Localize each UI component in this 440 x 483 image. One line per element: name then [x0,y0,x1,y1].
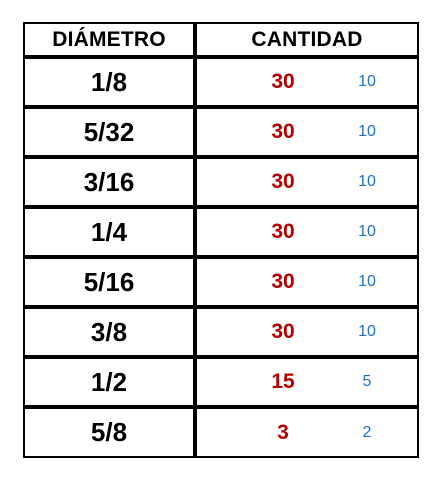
diametro-value: 5/16 [83,266,135,297]
cantidad-cell: 30 10 [197,159,417,205]
table-row: 3/16 30 10 [25,159,417,209]
diametro-value: 5/8 [90,417,128,447]
table-row: 5/8 3 2 [25,409,417,456]
table-row: 3/8 30 10 [25,309,417,359]
cantidad-value: 30 [271,270,295,293]
cantidad-extra-value: 5 [362,373,372,390]
diametro-cell: 5/8 [25,409,197,456]
header-cell-diametro: DIÁMETRO [25,24,197,55]
diametro-value: 3/8 [90,316,128,347]
cantidad-extra-value: 10 [358,73,376,90]
cantidad-value: 30 [271,70,295,93]
table-row: 1/2 15 5 [25,359,417,409]
table-row: 5/32 30 10 [25,109,417,159]
header-diametro: DIÁMETRO [52,27,166,51]
diametro-cell: 1/8 [25,59,197,105]
cantidad-extra-value: 10 [358,223,376,240]
table-row: 5/16 30 10 [25,259,417,309]
cantidad-value: 30 [271,170,295,193]
table-row: 1/4 30 10 [25,209,417,259]
cantidad-extra-value: 10 [358,173,376,190]
diameter-quantity-table: DIÁMETRO CANTIDAD 1/8 30 10 5/32 30 10 3… [23,22,419,458]
header-cell-cantidad: CANTIDAD [197,24,417,55]
diametro-cell: 1/4 [25,209,197,255]
cantidad-extra-value: 10 [358,273,376,290]
cantidad-value: 30 [271,120,295,143]
diametro-value: 1/8 [90,66,128,97]
diametro-value: 1/2 [90,366,128,397]
header-cantidad: CANTIDAD [251,27,363,51]
cantidad-cell: 30 10 [197,59,417,105]
diametro-cell: 1/2 [25,359,197,405]
table-header-row: DIÁMETRO CANTIDAD [25,24,417,59]
diametro-value: 5/32 [83,116,135,147]
diametro-cell: 5/16 [25,259,197,305]
cantidad-value: 15 [271,370,295,393]
cantidad-extra-value: 10 [358,323,376,340]
cantidad-cell: 30 10 [197,259,417,305]
cantidad-cell: 30 10 [197,309,417,355]
cantidad-value: 30 [271,320,295,343]
diametro-value: 3/16 [83,166,135,197]
diametro-cell: 3/8 [25,309,197,355]
cantidad-extra-value: 10 [358,123,376,140]
cantidad-cell: 30 10 [197,209,417,255]
cantidad-cell: 15 5 [197,359,417,405]
cantidad-value: 3 [277,420,289,444]
cantidad-cell: 30 10 [197,109,417,155]
table-row: 1/8 30 10 [25,59,417,109]
cantidad-cell: 3 2 [197,409,417,456]
cantidad-value: 30 [271,220,295,243]
diametro-cell: 3/16 [25,159,197,205]
cantidad-extra-value: 2 [362,423,372,441]
diametro-value: 1/4 [90,216,128,247]
diametro-cell: 5/32 [25,109,197,155]
